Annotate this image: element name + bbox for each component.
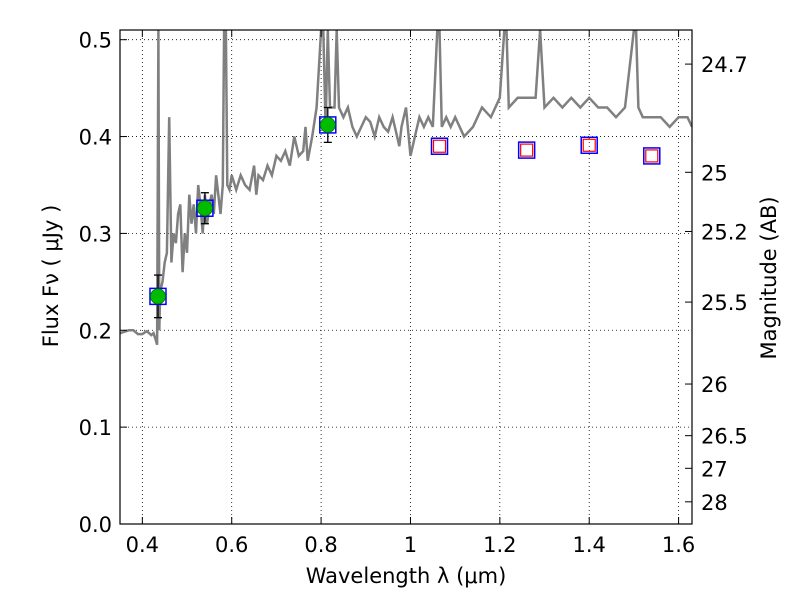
x-tick-label: 1.2 bbox=[483, 533, 516, 557]
right-tick-label: 26.5 bbox=[701, 425, 748, 449]
model-photometry-marker bbox=[430, 137, 449, 155]
plot-frame bbox=[119, 29, 693, 525]
y-tick-label: 0.3 bbox=[79, 222, 112, 246]
y-tick-label: 0.4 bbox=[79, 126, 112, 150]
model-photometry-marker bbox=[319, 116, 337, 134]
upper-limit-marker bbox=[582, 138, 596, 152]
model-photometry-marker bbox=[196, 199, 214, 217]
upper-limit-marker bbox=[645, 149, 659, 163]
grid-lines bbox=[120, 30, 692, 525]
right-tick-label: 28 bbox=[701, 491, 728, 515]
x-tick-label: 0.6 bbox=[215, 533, 248, 557]
upper-limit-marker bbox=[432, 139, 447, 153]
right-tick-label: 26 bbox=[701, 373, 728, 397]
right-tick-label: 25 bbox=[701, 161, 728, 185]
model-photometry-marker bbox=[517, 141, 536, 159]
model-spectrum-line bbox=[120, 30, 692, 346]
axis-ticks: 0.4 0.6 0.8 1 1.2 1.4 1.6 0.0 0.1 0.2 0.3 0.4 0.5 24.… bbox=[79, 29, 748, 557]
right-tick-label: 25.2 bbox=[701, 220, 748, 244]
measured-photometry-marker bbox=[319, 117, 336, 133]
plot-data-area bbox=[120, 30, 692, 346]
right-tick-label: 24.7 bbox=[701, 53, 748, 77]
model-photometry-marker bbox=[643, 147, 661, 165]
y-tick-label: 0.5 bbox=[79, 29, 112, 53]
y-tick-label: 0.0 bbox=[79, 513, 112, 537]
upper-limit-marker bbox=[520, 143, 534, 157]
y-axis-label: Flux Fν ( μJy ) bbox=[39, 205, 63, 348]
y-tick-label: 0.1 bbox=[79, 416, 112, 440]
y-tick-label: 0.2 bbox=[79, 319, 112, 343]
model-photometry-marker bbox=[149, 287, 167, 306]
right-tick-label: 27 bbox=[701, 457, 728, 481]
x-tick-label: 1.4 bbox=[573, 533, 606, 557]
x-axis-label: Wavelength λ (μm) bbox=[306, 564, 507, 588]
x-tick-label: 0.4 bbox=[126, 533, 159, 557]
x-tick-label: 1.6 bbox=[662, 533, 695, 557]
right-tick-label: 25.5 bbox=[701, 291, 748, 315]
photometry-markers bbox=[149, 116, 661, 306]
measured-photometry-marker bbox=[197, 200, 213, 217]
right-axis-label: Magnitude (AB) bbox=[757, 196, 781, 359]
measured-photometry-marker bbox=[150, 288, 166, 305]
x-tick-label: 0.8 bbox=[304, 533, 337, 557]
model-photometry-marker bbox=[580, 136, 598, 155]
x-tick-label: 1 bbox=[404, 533, 417, 557]
